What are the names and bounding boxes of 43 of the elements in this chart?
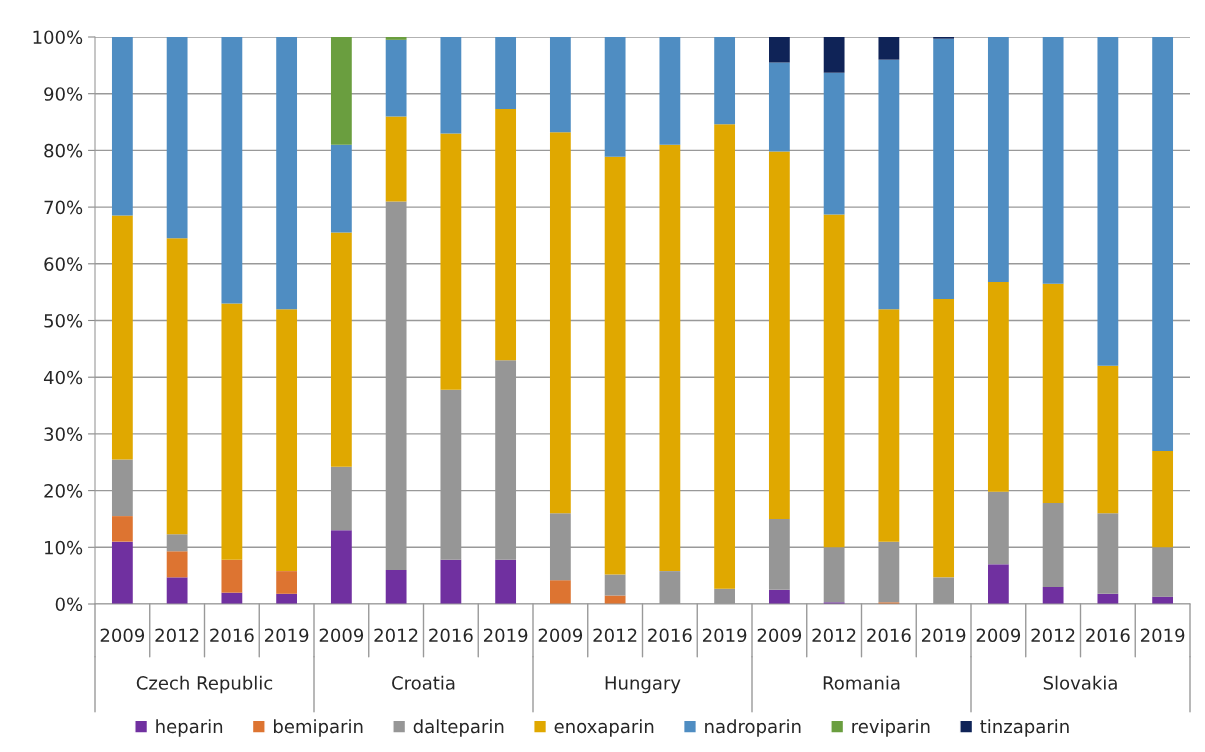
legend-label: bemiparin	[274, 719, 363, 737]
text: Hungary	[605, 676, 681, 694]
x-tick-label: 2009	[319, 628, 364, 643]
x-tick-label: 2009	[538, 628, 583, 643]
x-tick-label: 2019	[702, 628, 747, 643]
x-tick-label: 2019	[264, 628, 309, 643]
x-tick-label: 2016	[648, 628, 692, 643]
y-tick-label: 40%	[43, 370, 83, 385]
x-tick-label: 2009	[100, 628, 145, 643]
legend-label: nadroparin	[705, 719, 801, 737]
text: Romania	[823, 675, 900, 690]
y-tick-label: 60%	[44, 257, 83, 271]
y-tick-label: 20%	[44, 484, 83, 498]
legend-label: tinzaparin	[980, 719, 1069, 737]
x-tick-label: 2012	[812, 628, 856, 643]
y-tick-label: 100%	[33, 30, 83, 45]
y-tick-label: 90%	[44, 87, 83, 101]
legend-label: dalteparin	[413, 719, 504, 737]
x-tick-label: 2019	[921, 628, 966, 643]
legend-label: reviparin	[852, 719, 930, 737]
y-tick-label: 80%	[44, 143, 83, 158]
text: Czech Republic	[136, 675, 273, 694]
legend-label: enoxaparin	[554, 719, 654, 737]
x-tick-label: 2016	[210, 628, 254, 643]
x-tick-label: 2016	[1086, 628, 1130, 643]
x-tick-label: 2009	[757, 628, 802, 643]
x-tick-label: 2016	[429, 628, 473, 643]
y-tick-label: 50%	[44, 313, 83, 328]
x-tick-label: 2012	[593, 628, 637, 643]
x-tick-label: 2019	[483, 628, 528, 643]
y-tick-label: 10%	[45, 540, 83, 555]
x-tick-label: 2012	[1031, 628, 1075, 643]
y-tick-label: 30%	[44, 427, 83, 442]
x-tick-label: 2012	[155, 628, 199, 643]
x-tick-label: 2009	[976, 628, 1021, 643]
text: Croatia	[392, 675, 455, 690]
legend-label: heparin	[156, 719, 223, 737]
x-tick-label: 2016	[867, 628, 911, 643]
x-tick-label: 2012	[374, 628, 418, 643]
y-tick-label: 0%	[55, 597, 83, 612]
y-tick-label: 70%	[44, 200, 83, 215]
text: Slovakia	[1043, 675, 1117, 690]
x-tick-label: 2019	[1140, 628, 1185, 643]
